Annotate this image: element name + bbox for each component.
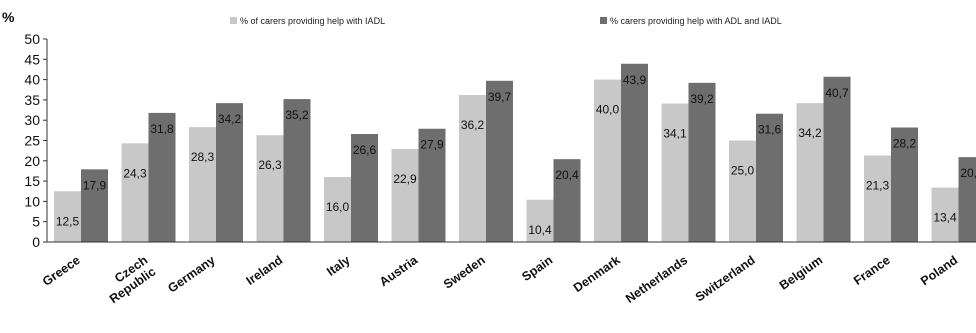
data-label-iadl-belgium: 34,2 xyxy=(798,126,822,140)
bar-iadl-greece xyxy=(54,191,81,242)
bar-iadl-italy xyxy=(324,177,351,242)
data-label-iadl-ireland: 26,3 xyxy=(258,158,282,172)
data-label-adl-iadl-czech-republic: 31,8 xyxy=(150,122,174,136)
x-category-label-germany: Germany xyxy=(165,253,217,296)
y-tick-label: 40 xyxy=(24,72,40,88)
data-label-iadl-austria: 22,9 xyxy=(393,172,417,186)
data-label-adl-iadl-italy: 26,6 xyxy=(353,143,377,157)
data-label-adl-iadl-belgium: 40,7 xyxy=(825,86,849,100)
y-axis: 0 5 10 15 20 25 30 35 40 45 50 xyxy=(24,31,48,250)
bar-iadl-spain xyxy=(526,199,554,242)
data-label-iadl-denmark: 40,0 xyxy=(596,103,620,117)
bar-adl-iadl-switzerland xyxy=(756,113,783,242)
data-label-iadl-netherlands: 34,1 xyxy=(663,127,687,141)
bar-iadl-germany xyxy=(189,127,216,242)
data-label-adl-iadl-france: 28,2 xyxy=(893,137,917,151)
bar-iadl-switzerland xyxy=(729,140,756,242)
y-tick-label: 30 xyxy=(24,112,40,128)
data-label-adl-iadl-austria: 27,9 xyxy=(420,138,444,152)
legend: % of carers providing help with IADL % c… xyxy=(230,16,782,26)
x-category-label-belgium: Belgium xyxy=(777,253,825,293)
data-label-adl-iadl-ireland: 35,2 xyxy=(285,108,309,122)
bar-iadl-poland xyxy=(931,187,959,242)
data-label-iadl-greece: 12,5 xyxy=(56,214,80,228)
x-category-label-netherlands: Netherlands xyxy=(623,253,690,306)
y-tick-label: 35 xyxy=(24,92,40,108)
bar-adl-iadl-denmark xyxy=(621,63,648,243)
bar-adl-iadl-czech-republic xyxy=(148,112,176,242)
bar-iadl-denmark xyxy=(594,79,621,242)
data-label-iadl-france: 21,3 xyxy=(866,179,890,193)
x-category-label-france: France xyxy=(851,253,893,288)
y-tick-label: 10 xyxy=(24,193,40,209)
y-tick-label: 20 xyxy=(24,153,40,169)
y-tick-label: 15 xyxy=(24,173,40,189)
data-label-adl-iadl-spain: 20,4 xyxy=(555,168,579,182)
y-tick-label: 45 xyxy=(24,51,40,67)
data-label-iadl-czech-republic: 24,3 xyxy=(123,166,147,180)
y-tick-label: 50 xyxy=(24,31,40,47)
bar-adl-iadl-germany xyxy=(216,103,243,242)
bar-adl-iadl-france xyxy=(891,127,918,242)
y-tick-label: 25 xyxy=(24,133,40,149)
bar-iadl-belgium xyxy=(796,103,824,242)
bars xyxy=(54,63,976,243)
bar-adl-iadl-belgium xyxy=(823,76,851,243)
bar-iadl-netherlands xyxy=(661,103,689,242)
x-category-label-sweden: Sweden xyxy=(441,253,488,292)
data-label-adl-iadl-denmark: 43,9 xyxy=(623,73,647,87)
x-category-label-austria: Austria xyxy=(377,252,421,289)
x-category-label-poland: Poland xyxy=(918,253,960,288)
legend-swatch-adl-iadl xyxy=(600,17,607,24)
y-tick-label: 0 xyxy=(32,234,40,250)
x-category-label-greece: Greece xyxy=(40,253,83,289)
data-label-iadl-italy: 16,0 xyxy=(326,200,350,214)
data-label-adl-iadl-germany: 34,2 xyxy=(218,112,242,126)
y-tick-label: 5 xyxy=(32,214,40,230)
data-label-iadl-sweden: 36,2 xyxy=(461,118,485,132)
legend-label-iadl: % of carers providing help with IADL xyxy=(240,16,385,26)
x-category-label-denmark: Denmark xyxy=(571,253,623,295)
y-unit-label: % xyxy=(2,9,15,25)
bar-iadl-france xyxy=(864,155,891,242)
legend-item-adl-iadl: % carers providing help with ADL and IAD… xyxy=(600,16,782,26)
x-category-label-ireland: Ireland xyxy=(244,253,286,288)
data-label-adl-iadl-netherlands: 39,2 xyxy=(690,92,714,106)
data-label-adl-iadl-poland: 20,9 xyxy=(960,166,976,180)
bar-iadl-sweden xyxy=(459,95,486,242)
data-label-adl-iadl-greece: 17,9 xyxy=(83,178,107,192)
bar-iadl-ireland xyxy=(256,135,284,242)
data-label-iadl-switzerland: 25,0 xyxy=(731,164,755,178)
bar-adl-iadl-sweden xyxy=(486,80,513,243)
bar-adl-iadl-greece xyxy=(81,169,108,242)
bar-adl-iadl-netherlands xyxy=(688,82,716,243)
bar-adl-iadl-austria xyxy=(418,128,446,242)
bar-adl-iadl-ireland xyxy=(283,99,311,242)
x-category-label-czech-republic: CzechRepublic xyxy=(99,253,158,306)
data-labels: 12,5 17,9 24,3 31,8 28,3 34,2 26,3 35,2 16,0 26,6… xyxy=(56,73,976,237)
legend-item-iadl: % of carers providing help with IADL xyxy=(230,16,385,26)
bar-iadl-austria xyxy=(391,149,419,242)
data-label-iadl-poland: 13,4 xyxy=(933,211,957,225)
data-label-adl-iadl-sweden: 39,7 xyxy=(488,90,512,104)
x-axis: Greece CzechRepublic Germany Ireland Italy Au… xyxy=(40,241,976,306)
legend-label-adl-iadl: % carers providing help with ADL and IAD… xyxy=(610,16,782,26)
legend-swatch-iadl xyxy=(230,17,237,24)
bar-adl-iadl-spain xyxy=(553,159,581,242)
x-category-label-spain: Spain xyxy=(519,253,555,284)
data-label-iadl-germany: 28,3 xyxy=(191,150,215,164)
data-label-iadl-spain: 10,4 xyxy=(528,223,552,237)
bar-adl-iadl-poland xyxy=(958,157,976,242)
bar-iadl-czech-republic xyxy=(121,143,149,242)
bar-adl-iadl-italy xyxy=(351,134,378,242)
x-category-label-switzerland: Switzerland xyxy=(693,253,758,304)
data-label-adl-iadl-switzerland: 31,6 xyxy=(758,123,782,137)
x-category-label-italy: Italy xyxy=(324,253,353,279)
